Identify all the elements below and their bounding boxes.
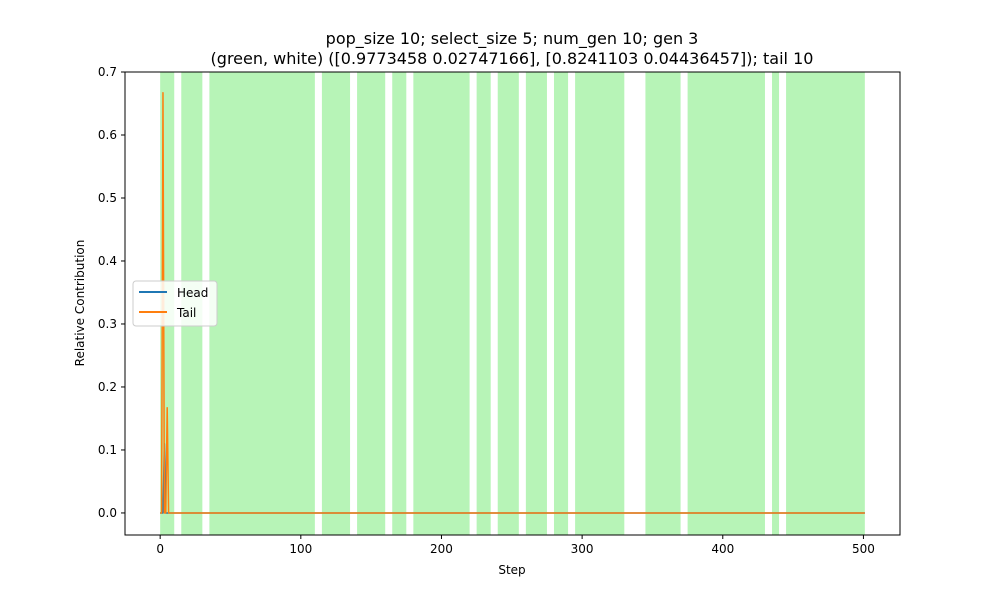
y-tick-label-1: 0.1 xyxy=(98,443,117,457)
series-lines xyxy=(160,92,865,514)
green-band-3 xyxy=(321,72,351,535)
x-tick-label-100: 100 xyxy=(289,542,312,556)
legend-head-label: Head xyxy=(177,286,208,300)
green-band-5 xyxy=(392,72,407,535)
x-axis-ticks: 0 100 200 300 400 500 xyxy=(156,535,875,556)
x-tick-label-200: 200 xyxy=(430,542,453,556)
chart-title-line2: (green, white) ([0.9773458 0.02747166], … xyxy=(211,49,814,68)
y-axis-ticks: 0.0 0.1 0.2 0.3 0.4 0.5 0.6 0.7 xyxy=(98,65,125,520)
green-band-8 xyxy=(497,72,519,535)
y-tick-label-7: 0.7 xyxy=(98,65,117,79)
x-tick-label-300: 300 xyxy=(571,542,594,556)
green-band-14 xyxy=(772,72,780,535)
y-tick-label-2: 0.2 xyxy=(98,380,117,394)
green-band-11 xyxy=(575,72,625,535)
legend: Head Tail xyxy=(132,280,218,327)
x-tick-label-500: 500 xyxy=(852,542,875,556)
y-tick-label-0: 0.0 xyxy=(98,506,117,520)
green-band-7 xyxy=(476,72,491,535)
chart-title-line1: pop_size 10; select_size 5; num_gen 10; … xyxy=(326,29,699,49)
green-band-15 xyxy=(786,72,865,535)
green-band-9 xyxy=(525,72,547,535)
x-axis-label: Step xyxy=(498,563,525,577)
y-tick-label-4: 0.4 xyxy=(98,254,117,268)
green-band-12 xyxy=(645,72,681,535)
green-band-4 xyxy=(357,72,386,535)
green-band-13 xyxy=(687,72,765,535)
y-axis-label: Relative Contribution xyxy=(73,240,87,367)
green-band-2 xyxy=(209,72,315,535)
y-tick-label-3: 0.3 xyxy=(98,317,117,331)
x-tick-label-0: 0 xyxy=(156,542,164,556)
axes-frame xyxy=(124,71,901,536)
green-band-10 xyxy=(553,72,569,535)
green-band-6 xyxy=(413,72,470,535)
y-tick-label-6: 0.6 xyxy=(98,128,117,142)
series-line-tail xyxy=(160,92,865,514)
y-tick-label-5: 0.5 xyxy=(98,191,117,205)
x-tick-label-400: 400 xyxy=(711,542,734,556)
legend-tail-label: Tail xyxy=(176,306,196,320)
green-bands xyxy=(160,72,865,535)
